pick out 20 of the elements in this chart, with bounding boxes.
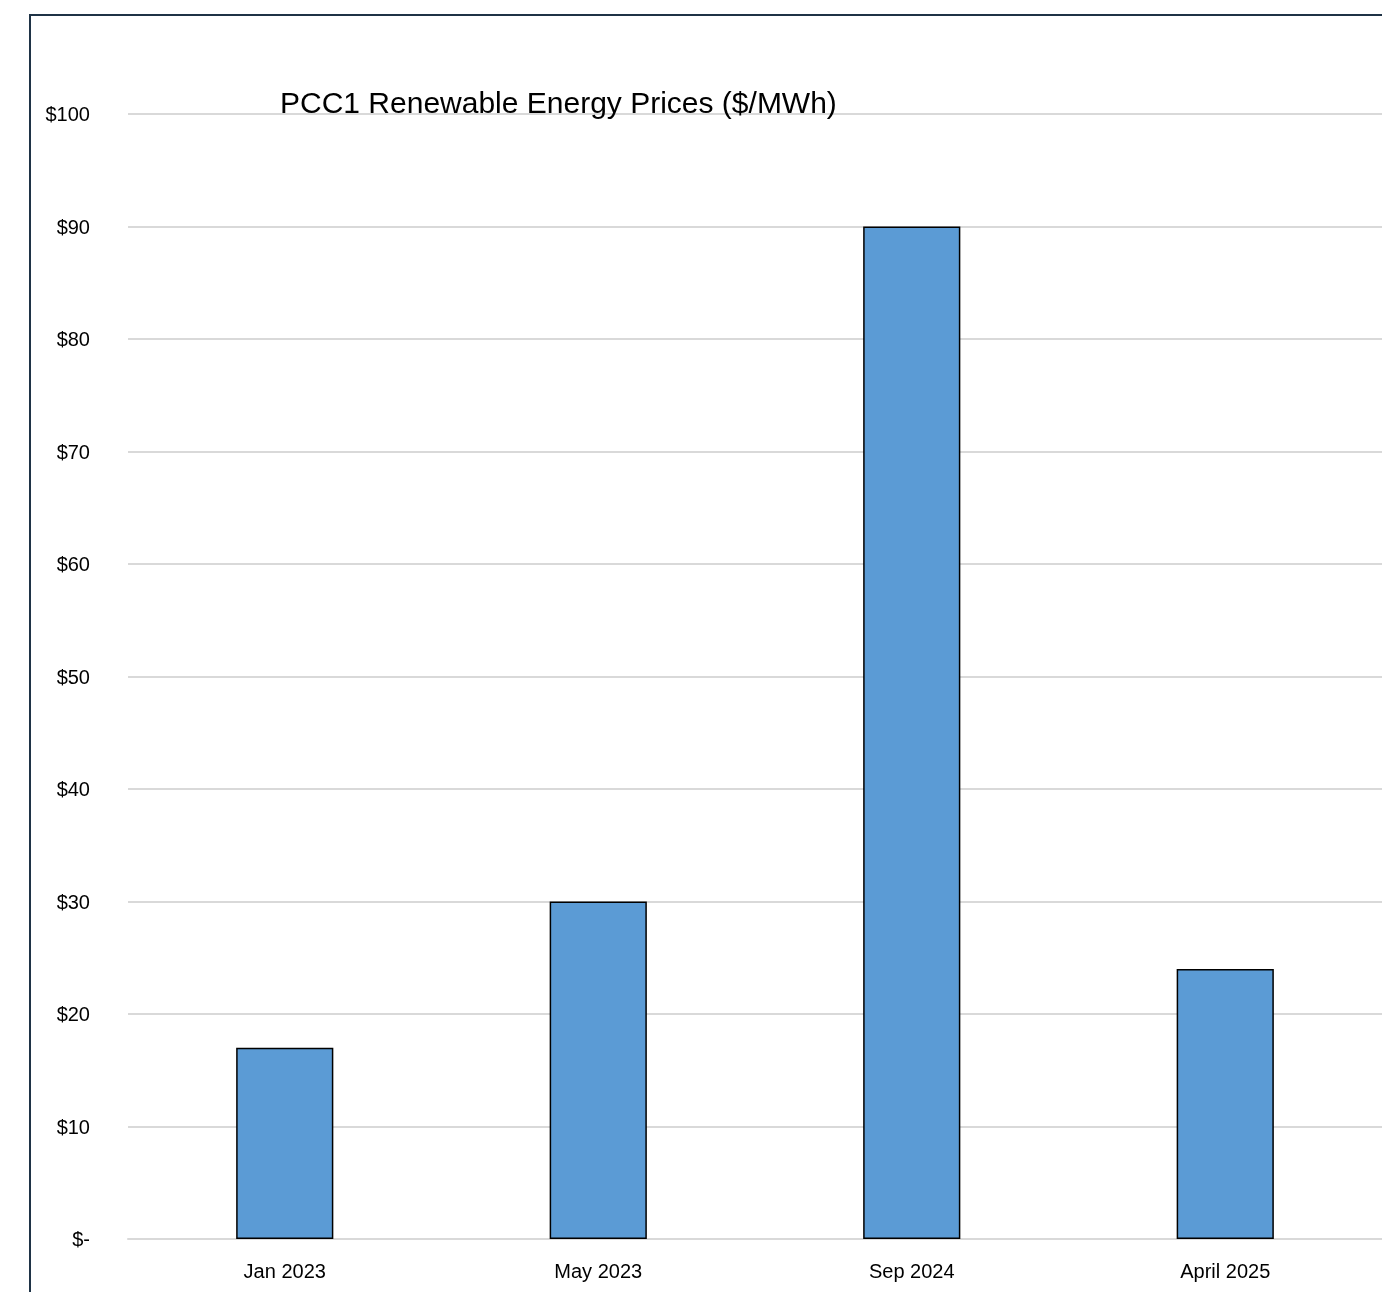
- y-tick-label: $60: [56, 553, 90, 575]
- bar: [549, 901, 647, 1239]
- bar: [1176, 969, 1274, 1239]
- y-tick-label: $90: [56, 215, 90, 238]
- bar: [236, 1047, 334, 1239]
- bar: [863, 226, 961, 1239]
- y-tick-label: $20: [56, 1003, 90, 1025]
- y-tick-label: $70: [56, 440, 90, 463]
- x-tick-label: Sep 2024: [868, 1260, 955, 1282]
- y-tick-label: $30: [56, 890, 90, 913]
- x-tick-label: Jan 2023: [243, 1260, 326, 1282]
- x-tick-label: April 2025: [1180, 1260, 1271, 1282]
- y-tick-label: $100: [45, 103, 90, 125]
- y-tick-label: $-: [72, 1228, 90, 1250]
- y-tick-label: $10: [56, 1115, 90, 1138]
- y-tick-label: $40: [56, 778, 90, 800]
- y-tick-label: $50: [56, 665, 90, 688]
- chart-title: PCC1 Renewable Energy Prices ($/MWh): [280, 85, 837, 119]
- x-tick-label: May 2023: [554, 1260, 643, 1282]
- y-tick-label: $80: [56, 328, 90, 350]
